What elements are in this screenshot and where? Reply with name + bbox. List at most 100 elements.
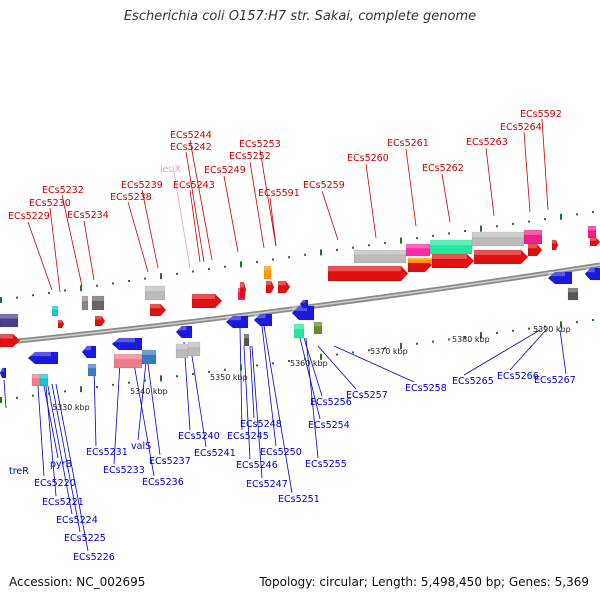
lower-gene-label[interactable]: ECs5251 — [278, 494, 320, 505]
leader-line — [243, 345, 251, 460]
upper-gene-label[interactable]: ECs5249 — [204, 165, 246, 176]
leader-line — [333, 345, 415, 383]
upper-gene-label[interactable]: ECs5592 — [520, 109, 562, 120]
lower-gene-label[interactable]: ECs5266 — [497, 371, 539, 382]
upper-gene-label[interactable]: ECs5242 — [170, 142, 212, 153]
scale-tick — [96, 386, 98, 389]
upper-gene-label[interactable]: ECs5253 — [239, 139, 281, 150]
scale-tick — [448, 338, 450, 341]
upper-gene-label[interactable]: ECs5243 — [173, 180, 215, 191]
upper-gene-label[interactable]: ECs5262 — [422, 163, 464, 174]
gene-feature — [473, 249, 529, 265]
upper-gene-label[interactable]: ECs5229 — [8, 211, 50, 222]
lower-gene-label[interactable]: ECs5257 — [346, 390, 388, 401]
gene-feature — [87, 363, 97, 377]
lower-gene-label[interactable]: ECs5254 — [308, 420, 350, 431]
gene-feature — [253, 313, 273, 327]
lower-gene-label[interactable]: ECs5245 — [227, 431, 269, 442]
gene-feature — [265, 280, 275, 294]
upper-gene-label[interactable]: ECs5232 — [42, 185, 84, 196]
lower-gene-label[interactable]: ECs5237 — [149, 456, 191, 467]
scale-tick — [112, 282, 114, 285]
scale-tick — [464, 230, 466, 233]
lower-gene-label[interactable]: ECs5256 — [310, 397, 352, 408]
gene-feature — [144, 285, 166, 301]
lower-gene-label[interactable]: ECs5246 — [236, 460, 278, 471]
lower-gene-label[interactable]: ECs5236 — [142, 477, 184, 488]
topology-summary: Topology: circular; Length: 5,498,450 bp… — [259, 575, 589, 589]
leader-line — [261, 325, 277, 447]
gene-feature-highlight — [28, 352, 51, 357]
upper-gene-label[interactable]: ECs5591 — [258, 188, 300, 199]
upper-gene-label[interactable]: ECs5234 — [67, 210, 109, 221]
gene-feature — [0, 367, 7, 379]
gene-feature-highlight — [244, 334, 249, 339]
accession-text: Accession: NC_002695 — [9, 575, 146, 589]
scale-tick — [304, 253, 306, 256]
gene-feature — [567, 287, 579, 301]
leader-line — [263, 325, 293, 494]
upper-gene-label[interactable]: ECs5230 — [29, 198, 71, 209]
leader-line — [189, 189, 201, 263]
lower-gene-label[interactable]: ECs5267 — [534, 375, 576, 386]
lower-gene-label[interactable]: ECs5226 — [73, 552, 115, 563]
gene-feature-highlight — [0, 368, 4, 372]
leader-line — [223, 175, 239, 253]
gene-feature-highlight — [590, 238, 597, 241]
scale-tick — [144, 277, 146, 280]
upper-gene-label[interactable]: leuX — [160, 164, 182, 175]
lower-gene-label[interactable]: ECs5220 — [34, 478, 76, 489]
upper-gene-label[interactable]: ECs5259 — [303, 180, 345, 191]
gene-feature-highlight — [145, 286, 165, 291]
lower-gene-label[interactable]: ECs5225 — [64, 533, 106, 544]
gene-feature-highlight — [188, 342, 200, 347]
upper-gene-label[interactable]: ECs5260 — [347, 153, 389, 164]
upper-gene-label[interactable]: ECs5244 — [170, 130, 212, 141]
lower-gene-label[interactable]: ECs5248 — [240, 419, 282, 430]
upper-gene-label[interactable]: ECs5264 — [500, 122, 542, 133]
lower-gene-label[interactable]: ECs5224 — [56, 515, 98, 526]
gene-feature-highlight — [328, 266, 401, 272]
lower-gene-label[interactable]: ECs5241 — [194, 448, 236, 459]
gene-feature-highlight — [524, 230, 542, 235]
leader-line — [185, 151, 205, 263]
gene-feature-highlight — [176, 344, 188, 349]
scale-tick — [448, 232, 450, 235]
scale-ticks — [0, 211, 594, 403]
scale-tick — [32, 394, 34, 397]
upper-gene-label[interactable]: ECs5252 — [229, 151, 271, 162]
gene-feature-highlight — [264, 266, 271, 271]
leader-line — [523, 131, 531, 213]
lower-gene-label[interactable]: ECs5221 — [42, 497, 84, 508]
leader-line — [27, 221, 53, 291]
lower-gene-label[interactable]: ECs5231 — [86, 447, 128, 458]
lower-gene-label[interactable]: ECs5233 — [103, 465, 145, 476]
upper-gene-label[interactable]: ECs5239 — [121, 180, 163, 191]
lower-gene-label[interactable]: valS — [131, 441, 151, 452]
scale-tick — [144, 379, 146, 382]
lower-gene-label[interactable]: pyrB — [50, 459, 72, 470]
gene-feature — [39, 373, 49, 387]
lower-gene-label[interactable]: ECs5240 — [178, 431, 220, 442]
lower-gene-label[interactable]: ECs5258 — [405, 383, 447, 394]
leader-line — [305, 337, 319, 459]
scale-tick — [256, 364, 258, 367]
lower-gene-label[interactable]: ECs5265 — [452, 376, 494, 387]
gene-feature-highlight — [528, 244, 538, 249]
upper-gene-label[interactable]: ECs5261 — [387, 138, 429, 149]
lower-gene-label[interactable]: ECs5255 — [305, 459, 347, 470]
gene-feature — [405, 243, 431, 257]
upper-gene-label[interactable]: ECs5263 — [466, 137, 508, 148]
gene-feature — [187, 341, 201, 357]
gene-feature-highlight — [588, 226, 596, 231]
gene-feature-highlight — [95, 316, 102, 320]
scale-tick — [560, 321, 562, 328]
lower-gene-label[interactable]: ECs5250 — [260, 447, 302, 458]
upper-gene-label[interactable]: ECs5238 — [110, 192, 152, 203]
leader-line — [133, 363, 155, 477]
gene-feature — [141, 349, 157, 365]
lower-gene-label[interactable]: treR — [9, 466, 29, 477]
gene-feature-highlight — [408, 258, 432, 260]
lower-gene-label[interactable]: ECs5247 — [246, 479, 288, 490]
